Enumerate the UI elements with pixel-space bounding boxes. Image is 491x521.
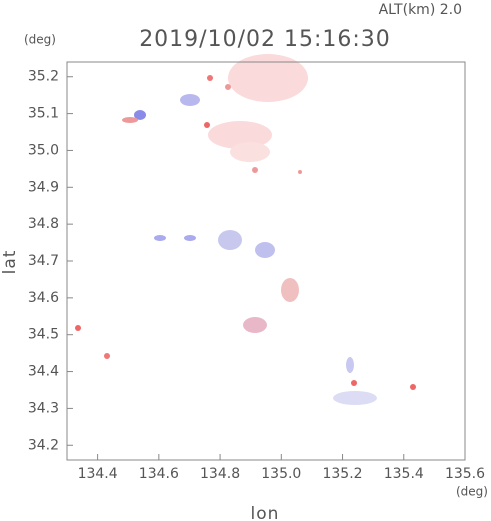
y-tick-label: 34.7: [28, 253, 59, 269]
y-tick-label: 34.9: [28, 179, 59, 195]
y-tick-label: 35.2: [28, 69, 59, 85]
chart-subtitle: ALT(km) 2.0: [379, 2, 462, 18]
x-tick-label: 134.8: [200, 466, 240, 482]
y-tick-label: 34.8: [28, 216, 59, 232]
y-tick-label: 34.4: [28, 364, 59, 380]
x-tick-label: 134.4: [78, 466, 118, 482]
y-tick-label: 34.6: [28, 290, 59, 306]
y-tick-label: 35.0: [28, 142, 59, 158]
x-tick-label: 135.4: [384, 466, 424, 482]
chart-title: 2019/10/02 15:16:30: [139, 27, 391, 52]
x-tick-label: 135.0: [261, 466, 301, 482]
x-tick-label: 134.6: [139, 466, 179, 482]
y-axis-label: lat: [0, 250, 20, 275]
y-tick-label: 34.2: [28, 437, 59, 453]
y-tick-label: 34.5: [28, 327, 59, 343]
x-tick-label: 135.6: [445, 466, 485, 482]
y-tick-label: 34.3: [28, 400, 59, 416]
echoes: [75, 54, 416, 405]
y-unit: (deg): [24, 33, 56, 47]
y-tick-label: 35.1: [28, 106, 59, 122]
x-unit: (deg): [456, 485, 488, 499]
x-axis-label: lon: [251, 504, 280, 521]
x-tick-label: 135.2: [322, 466, 362, 482]
